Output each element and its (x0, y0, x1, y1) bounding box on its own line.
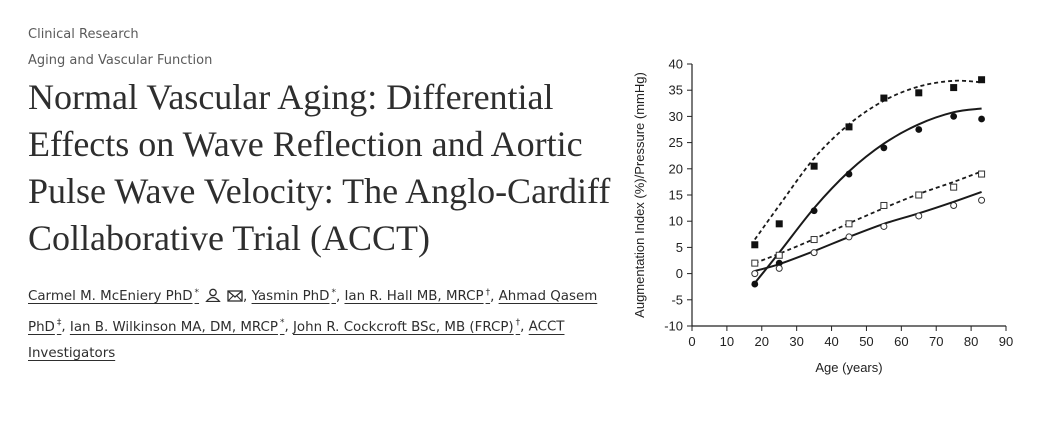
y-tick-label: 5 (676, 240, 683, 255)
fit-line (754, 190, 982, 272)
data-point (978, 170, 986, 178)
author-link[interactable]: Ian B. Wilkinson MA, DM, MRCP * (69, 318, 285, 335)
author-link[interactable]: John R. Cockcroft BSc, MB (FRCP) † (292, 318, 521, 335)
data-point (775, 264, 783, 272)
article-header: Clinical Research Aging and Vascular Fun… (28, 26, 628, 367)
y-tick-label: -10 (664, 319, 683, 334)
author-link[interactable]: Ian R. Hall MB, MRCP † (344, 288, 491, 305)
data-point (810, 249, 818, 257)
fit-line (754, 107, 982, 284)
x-tick-label: 20 (755, 334, 769, 349)
author-name: John R. Cockcroft BSc, MB (FRCP) (292, 319, 514, 335)
y-tick-label: 10 (669, 214, 683, 229)
y-tick-label: 30 (669, 109, 683, 124)
data-point (880, 144, 888, 152)
y-tick-label: 0 (676, 266, 683, 281)
x-tick-label: 40 (824, 334, 838, 349)
data-point (915, 89, 923, 97)
data-point (880, 201, 888, 209)
data-point (845, 233, 853, 241)
author-link[interactable]: Ahmad Qasem PhD ‡ (28, 289, 597, 334)
data-point (880, 94, 888, 102)
author-affiliation-mark: * (194, 288, 200, 298)
author-affiliation-mark: † (485, 288, 491, 298)
data-point (950, 113, 958, 120)
data-point (950, 84, 958, 92)
author-affiliation-mark: * (331, 288, 336, 298)
age-augmentation-chart: -10 -5 0 5 10 15 20 25 30 35 40 0 10 20 30 40 50 60 70 80 90… (632, 57, 1013, 376)
author-separator: , (243, 289, 252, 305)
author-name: Carmel M. McEniery PhD (28, 289, 193, 305)
author-separator: , (335, 289, 345, 305)
author-name: Ahmad Qasem PhD (28, 289, 598, 335)
author-affiliation-mark: * (279, 318, 285, 329)
fit-line (754, 170, 982, 264)
fit-line (754, 79, 982, 241)
data-point (810, 207, 818, 215)
author-name: Ian B. Wilkinson MA, DM, MRCP (69, 319, 278, 335)
x-tick-label: 0 (688, 334, 695, 349)
data-point (915, 212, 923, 220)
data-point (880, 222, 888, 230)
y-tick-label: -5 (671, 292, 683, 307)
x-tick-label: 10 (720, 334, 734, 349)
data-point (845, 123, 853, 131)
data-point (978, 196, 986, 204)
figure-chart: -10 -5 0 5 10 15 20 25 30 35 40 0 10 20 30 40 50 60 70 80 90… (616, 40, 1038, 424)
person-icon[interactable] (205, 288, 221, 303)
data-point (915, 126, 923, 133)
data-point (751, 259, 759, 267)
y-tick-label: 40 (669, 57, 683, 72)
author-separator: , (284, 319, 293, 335)
x-tick-label: 50 (859, 334, 873, 349)
author-separator: , (520, 319, 529, 335)
x-tick-label: 80 (964, 334, 978, 349)
author-link[interactable]: Yasmin PhD * (251, 288, 336, 305)
author-affiliation-mark: ‡ (56, 318, 62, 329)
y-axis-label: Augmentation Index (%)/Pressure (mmHg) (632, 72, 647, 318)
envelope-icon[interactable] (227, 290, 243, 303)
data-point (845, 170, 853, 178)
data-point (775, 259, 783, 267)
data-point (915, 191, 923, 199)
data-point (810, 162, 818, 170)
author-link[interactable]: Carmel M. McEniery PhD * (28, 288, 200, 305)
author-separator: , (490, 289, 499, 305)
article-subcategory[interactable]: Aging and Vascular Function (28, 53, 213, 68)
data-point (775, 220, 783, 228)
data-point (950, 201, 958, 209)
article-category[interactable]: Clinical Research (28, 27, 139, 42)
x-tick-label: 90 (999, 334, 1013, 349)
data-point (810, 236, 818, 244)
author-affiliation-mark: † (515, 318, 521, 329)
x-axis-label: Age (years) (815, 360, 882, 375)
data-point (845, 220, 853, 228)
author-link[interactable]: ACCT Investigators (28, 320, 564, 361)
data-point (775, 251, 783, 259)
x-tick-label: 30 (789, 334, 803, 349)
author-name: ACCT Investigators (28, 319, 565, 361)
data-point (751, 270, 759, 278)
author-separator: , (61, 319, 70, 335)
article-title: Normal Vascular Aging: Differential Effe… (28, 77, 611, 258)
author-name: Ian R. Hall MB, MRCP (344, 289, 484, 305)
x-tick-label: 70 (929, 334, 943, 349)
author-list: Carmel M. McEniery PhD *, Yasmin PhD *, Ia… (28, 280, 618, 367)
y-tick-label: 25 (669, 135, 683, 150)
author-name: Yasmin PhD (251, 289, 330, 305)
data-point (950, 183, 958, 191)
data-point (978, 76, 986, 84)
y-tick-label: 20 (669, 161, 683, 176)
y-tick-label: 35 (669, 83, 683, 98)
y-tick-label: 15 (669, 188, 683, 203)
x-tick-label: 60 (894, 334, 908, 349)
data-point (978, 115, 985, 123)
data-point (751, 280, 759, 288)
data-point (751, 241, 759, 249)
